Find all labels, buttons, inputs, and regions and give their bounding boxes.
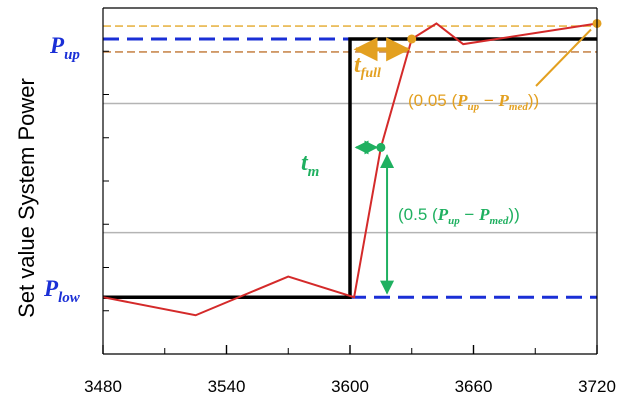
five-pct-leader-line — [535, 28, 592, 87]
x-axis-ticks: 3480 3540 3600 3660 3720 — [84, 345, 616, 396]
setpoint-step-line — [103, 37, 597, 299]
t-full-label: tfull — [354, 52, 381, 81]
marker-point-2 — [407, 34, 417, 44]
marker-point-1 — [376, 142, 386, 152]
x-tick-label-3720: 3720 — [578, 377, 616, 396]
half-band-annotation: (0.5 (Pup − Pmed)) — [398, 205, 520, 227]
x-tick-label-3600: 3600 — [331, 377, 369, 396]
t-m-label: tm — [301, 150, 319, 180]
annotations-layer — [353, 28, 592, 295]
x-tick-label-3540: 3540 — [208, 377, 246, 396]
x-tick-label-3660: 3660 — [455, 377, 493, 396]
five-pct-band-annotation: (0.05 (Pup − Pmed)) — [408, 91, 539, 113]
series-layer — [102, 18, 602, 317]
p-up-label: Pup — [49, 33, 80, 63]
x-tick-label-3480: 3480 — [84, 377, 122, 396]
y-axis-label: Set value System Power — [14, 78, 39, 318]
p-low-label: Plow — [43, 276, 81, 306]
